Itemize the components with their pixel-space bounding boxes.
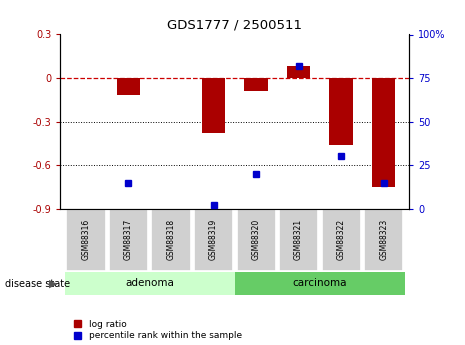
Bar xyxy=(245,78,268,91)
Text: ▶: ▶ xyxy=(49,279,57,289)
FancyBboxPatch shape xyxy=(66,209,106,271)
Bar xyxy=(202,78,225,133)
Text: GSM88320: GSM88320 xyxy=(252,219,260,260)
Text: carcinoma: carcinoma xyxy=(292,278,347,288)
Text: GSM88321: GSM88321 xyxy=(294,219,303,260)
Text: GSM88323: GSM88323 xyxy=(379,219,388,260)
Text: GSM88317: GSM88317 xyxy=(124,219,133,260)
Bar xyxy=(117,78,140,96)
Text: GSM88318: GSM88318 xyxy=(166,219,175,260)
Legend: log ratio, percentile rank within the sample: log ratio, percentile rank within the sa… xyxy=(74,320,242,341)
Title: GDS1777 / 2500511: GDS1777 / 2500511 xyxy=(167,19,302,32)
FancyBboxPatch shape xyxy=(364,209,403,271)
FancyBboxPatch shape xyxy=(152,209,191,271)
FancyBboxPatch shape xyxy=(194,209,233,271)
FancyBboxPatch shape xyxy=(279,209,318,271)
FancyBboxPatch shape xyxy=(322,209,361,271)
FancyBboxPatch shape xyxy=(237,209,276,271)
Text: GSM88322: GSM88322 xyxy=(337,219,345,260)
Text: disease state: disease state xyxy=(5,279,70,289)
Bar xyxy=(287,67,310,78)
Bar xyxy=(330,78,353,145)
Text: GSM88319: GSM88319 xyxy=(209,219,218,260)
Bar xyxy=(372,78,395,187)
FancyBboxPatch shape xyxy=(65,272,235,295)
FancyBboxPatch shape xyxy=(109,209,148,271)
Text: GSM88316: GSM88316 xyxy=(81,219,91,260)
Text: adenoma: adenoma xyxy=(126,278,174,288)
FancyBboxPatch shape xyxy=(235,272,405,295)
